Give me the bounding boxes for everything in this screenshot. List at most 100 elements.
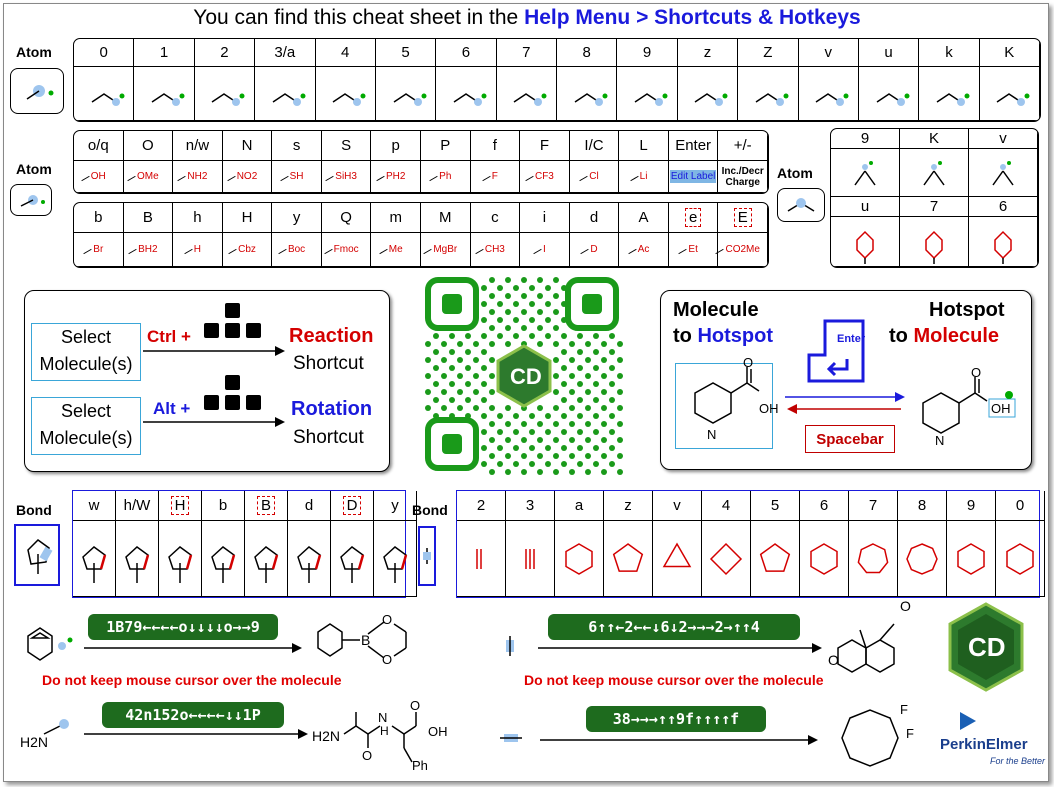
charge-cell[interactable]: Inc./Decr Charge (718, 161, 768, 193)
ring-key-6[interactable]: 5 (751, 491, 800, 521)
atom-key-11[interactable]: Z (738, 39, 799, 67)
row3-group-10[interactable]: D (569, 233, 620, 267)
atom-key-2[interactable]: 2 (194, 39, 256, 67)
row2-group-5[interactable]: SiH3 (321, 161, 372, 193)
ring-key-5[interactable]: 4 (702, 491, 751, 521)
row3-key-0[interactable]: b (74, 203, 124, 233)
ring-key-11[interactable]: 0 (996, 491, 1045, 521)
atom-hotkey-13[interactable] (858, 67, 920, 121)
right-key-bot-1[interactable]: 7 (900, 197, 969, 217)
row2-group-1[interactable]: OMe (123, 161, 174, 193)
ring-key-4[interactable]: v (653, 491, 702, 521)
bond-type-5[interactable] (288, 521, 331, 597)
bond-key-3[interactable]: b (202, 491, 245, 521)
ring-key-0[interactable]: 2 (457, 491, 506, 521)
ring-size-0[interactable] (457, 521, 506, 597)
ring-size-8[interactable] (849, 521, 898, 597)
row2-group-0[interactable]: OH (74, 161, 124, 193)
ring-key-8[interactable]: 7 (849, 491, 898, 521)
atom-hotkey-12[interactable] (798, 67, 859, 121)
row3-group-8[interactable]: CH3 (470, 233, 521, 267)
atom-hotkey-14[interactable] (919, 67, 980, 121)
ring-key-2[interactable]: a (555, 491, 604, 521)
atom-hotkey-0[interactable] (74, 67, 135, 121)
row2-group-11[interactable]: Li (619, 161, 669, 193)
row2-key-5[interactable]: S (321, 131, 372, 161)
atom-hotkey-4[interactable] (315, 67, 376, 121)
row3-group-6[interactable]: Me (371, 233, 421, 267)
row3-key-2[interactable]: h (173, 203, 223, 233)
row3-key-6[interactable]: m (371, 203, 421, 233)
bond-key-1[interactable]: h/W (116, 491, 159, 521)
ring-size-7[interactable] (800, 521, 849, 597)
ring-key-1[interactable]: 3 (506, 491, 555, 521)
row3-key-8[interactable]: c (470, 203, 521, 233)
ring-size-1[interactable] (506, 521, 555, 597)
atom-tool-button[interactable] (10, 68, 64, 114)
bond-key-7[interactable]: y (374, 491, 417, 521)
bond-key-5[interactable]: d (288, 491, 331, 521)
enter-key-icon[interactable]: Enter (807, 319, 865, 383)
row2-key-0[interactable]: o/q (74, 131, 124, 161)
atom-key-9[interactable]: 9 (617, 39, 678, 67)
row2-group-6[interactable]: PH2 (371, 161, 421, 193)
row3-key-4[interactable]: y (272, 203, 322, 233)
row2-group-2[interactable]: NH2 (173, 161, 223, 193)
row2-group-7[interactable]: Ph (421, 161, 471, 193)
ring-size-3[interactable] (604, 521, 653, 597)
row2-group-4[interactable]: SH (272, 161, 322, 193)
atom-hotkey-15[interactable] (979, 67, 1040, 121)
atom-key-14[interactable]: k (919, 39, 980, 67)
row3-key-13[interactable]: E (718, 203, 768, 233)
ring-size-11[interactable] (996, 521, 1045, 597)
ring-key-9[interactable]: 8 (898, 491, 947, 521)
row2-key-12[interactable]: Enter (668, 131, 719, 161)
atom-hotkey-7[interactable] (496, 67, 557, 121)
right-frag-top-0[interactable] (831, 149, 900, 197)
atom-key-6[interactable]: 6 (436, 39, 497, 67)
atom-key-10[interactable]: z (677, 39, 739, 67)
row2-key-3[interactable]: N (222, 131, 273, 161)
ring-size-5[interactable] (702, 521, 751, 597)
right-key-bot-2[interactable]: 6 (969, 197, 1038, 217)
bond-type-1[interactable] (116, 521, 159, 597)
row3-key-5[interactable]: Q (321, 203, 372, 233)
selected-molecule-box[interactable] (675, 363, 773, 449)
qr-code[interactable]: CD (424, 276, 624, 476)
atom-key-7[interactable]: 7 (496, 39, 557, 67)
atom-hotkey-8[interactable] (557, 67, 618, 121)
atom-hotkey-5[interactable] (375, 67, 437, 121)
bond-type-3[interactable] (202, 521, 245, 597)
atom-key-8[interactable]: 8 (557, 39, 618, 67)
bond-type-6[interactable] (331, 521, 374, 597)
bond-type-0[interactable] (73, 521, 116, 597)
row2-key-11[interactable]: L (619, 131, 669, 161)
bond-type-4[interactable] (245, 521, 288, 597)
atom-hotkey-6[interactable] (436, 67, 497, 121)
atom-hotkey-9[interactable] (617, 67, 678, 121)
row3-key-1[interactable]: B (123, 203, 174, 233)
row3-group-5[interactable]: Fmoc (321, 233, 372, 267)
bond-key-0[interactable]: w (73, 491, 116, 521)
bond-type-7[interactable] (374, 521, 417, 597)
row3-group-12[interactable]: Et (668, 233, 719, 267)
row2-key-13[interactable]: +/- (718, 131, 768, 161)
atom-key-15[interactable]: K (979, 39, 1040, 67)
atom-hotkey-10[interactable] (677, 67, 739, 121)
row2-key-2[interactable]: n/w (173, 131, 223, 161)
row2-key-6[interactable]: p (371, 131, 421, 161)
ring-size-9[interactable] (898, 521, 947, 597)
right-key-top-2[interactable]: v (969, 129, 1038, 149)
row2-key-7[interactable]: P (421, 131, 471, 161)
bond-key-2[interactable]: H (159, 491, 202, 521)
atom-key-5[interactable]: 5 (375, 39, 437, 67)
row2-group-8[interactable]: F (470, 161, 521, 193)
atom-key-1[interactable]: 1 (134, 39, 195, 67)
right-key-bot-0[interactable]: u (831, 197, 900, 217)
row2-key-8[interactable]: f (470, 131, 521, 161)
ring-size-4[interactable] (653, 521, 702, 597)
row3-group-0[interactable]: Br (74, 233, 124, 267)
select-molecule-box-2[interactable]: Select Molecule(s) (31, 397, 141, 455)
spacebar-key[interactable]: Spacebar (805, 425, 895, 453)
right-frag-top-2[interactable] (969, 149, 1038, 197)
